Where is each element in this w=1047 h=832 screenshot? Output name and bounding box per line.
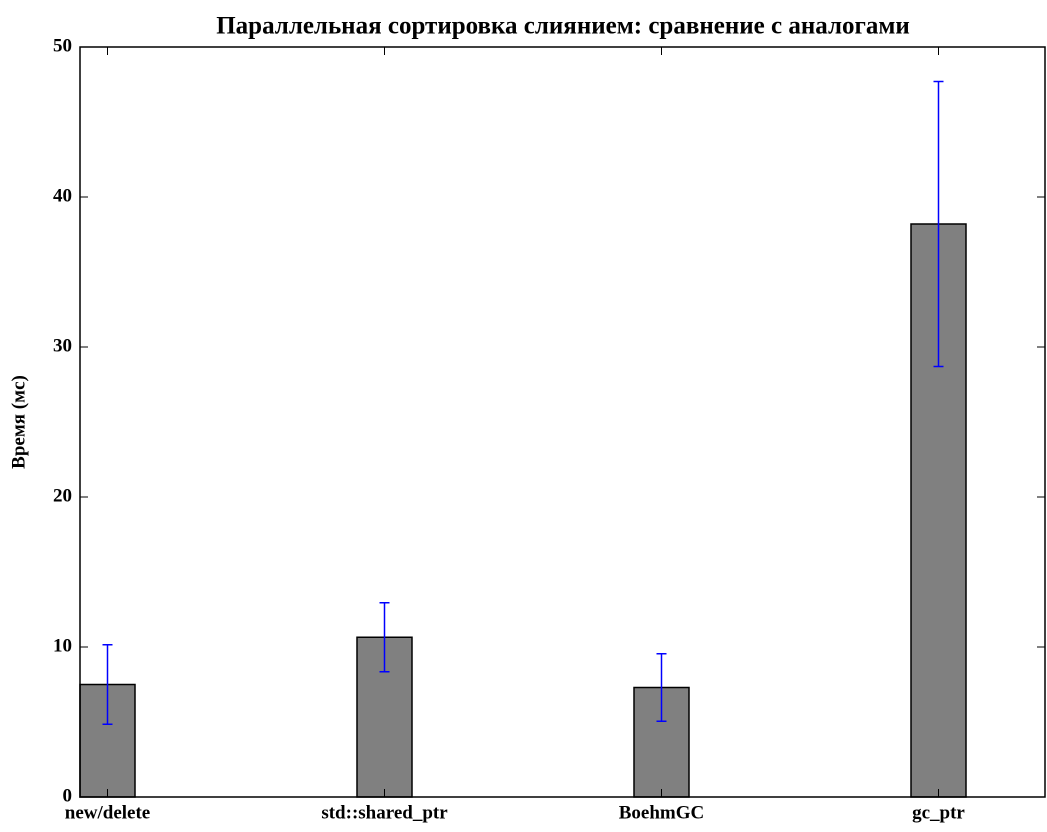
plot-frame [79, 46, 1046, 798]
y-tick-label: 20 [53, 485, 72, 506]
chart-title: Параллельная сортировка слиянием: сравне… [216, 13, 910, 40]
x-tick-label: std::shared_ptr [321, 802, 448, 823]
y-tick-label: 50 [53, 35, 72, 56]
x-tick-label: new/delete [65, 802, 150, 823]
x-tick-label: BoehmGC [619, 802, 705, 823]
x-tick-label: gc_ptr [912, 802, 965, 823]
y-tick-label: 40 [53, 185, 72, 206]
y-axis-label: Время (мс) [8, 375, 29, 469]
y-tick-label: 0 [63, 785, 73, 806]
y-tick-label: 10 [53, 635, 72, 656]
y-tick-label: 30 [53, 335, 72, 356]
